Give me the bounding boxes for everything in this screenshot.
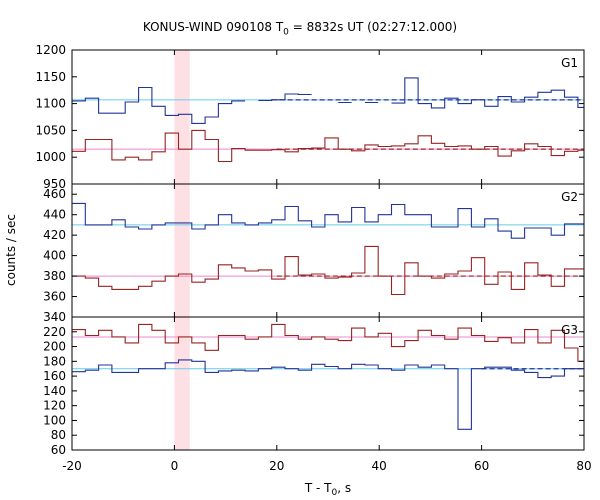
g1-series0-step-curve — [72, 77, 584, 124]
g2-ytick-label: 380 — [43, 269, 66, 283]
x-axis-label-suffix: , s — [337, 481, 351, 495]
g1-ytick-label: 1200 — [35, 43, 66, 57]
g2-frame — [71, 183, 585, 318]
g3-series0-step-curve — [72, 323, 584, 362]
g1-ytick-label: 1100 — [35, 97, 66, 111]
g1-ytick-label: 950 — [43, 177, 66, 191]
g1-ytick-label: 1000 — [35, 150, 66, 164]
chart-title: KONUS-WIND 090108 T0 = 8832s UT (02:27:1… — [0, 20, 600, 37]
trigger-interval-shading — [174, 50, 190, 450]
g3-ytick-label: 100 — [43, 413, 66, 427]
g1-ytick-label: 1150 — [35, 70, 66, 84]
g2-ytick-label: 340 — [43, 310, 66, 324]
g3-ytick-label: 200 — [43, 340, 66, 354]
x-tick-label: 60 — [474, 459, 489, 473]
g3-ytick-label: 140 — [43, 384, 66, 398]
g3-label: G3 — [561, 323, 578, 337]
x-tick-label: 80 — [576, 459, 591, 473]
g3-ytick-label: 180 — [43, 354, 66, 368]
x-axis-label-subscript: 0 — [332, 488, 338, 498]
g3-series1-step-curve — [72, 359, 584, 430]
x-tick-label: -20 — [62, 459, 82, 473]
panel-g1: 950 1000 1050 1100 1150 1200 G1 — [35, 43, 585, 191]
g2-ytick-label: 440 — [43, 208, 66, 222]
y-axis-label: counts / sec — [4, 214, 18, 286]
g2-label: G2 — [561, 190, 578, 204]
panel-g2: 340 360 380 400 420 440 460 G2 — [43, 183, 585, 324]
g3-ytick-label: 80 — [51, 428, 66, 442]
chart-title-subscript: 0 — [283, 27, 289, 38]
g3-ytick-label: 220 — [43, 325, 66, 339]
x-tick-label: 20 — [269, 459, 284, 473]
g2-ytick-label: 460 — [43, 187, 66, 201]
g1-frame — [71, 49, 585, 185]
x-axis-label-prefix: T - T — [304, 481, 332, 495]
x-tick-label: 0 — [171, 459, 179, 473]
g3-ytick-label: 60 — [51, 443, 66, 457]
x-tick-label: 40 — [372, 459, 387, 473]
g2-series0-step-curve — [72, 202, 584, 239]
g2-series1-step-curve — [72, 245, 584, 296]
chart-title-suffix: = 8832s UT (02:27:12.000) — [288, 20, 458, 34]
g1-series1-step-curve — [72, 129, 584, 163]
g2-ytick-label: 400 — [43, 249, 66, 263]
g1-label: G1 — [561, 56, 578, 70]
g3-ytick-label: 160 — [43, 369, 66, 383]
g1-ytick-label: 1050 — [35, 123, 66, 137]
g3-frame — [71, 316, 585, 451]
x-axis-label: T - T0, s — [304, 481, 351, 498]
chart-title-prefix: KONUS-WIND 090108 T — [142, 20, 284, 34]
g2-ytick-label: 420 — [43, 228, 66, 242]
g3-ytick-label: 120 — [43, 399, 66, 413]
g2-ytick-label: 360 — [43, 290, 66, 304]
